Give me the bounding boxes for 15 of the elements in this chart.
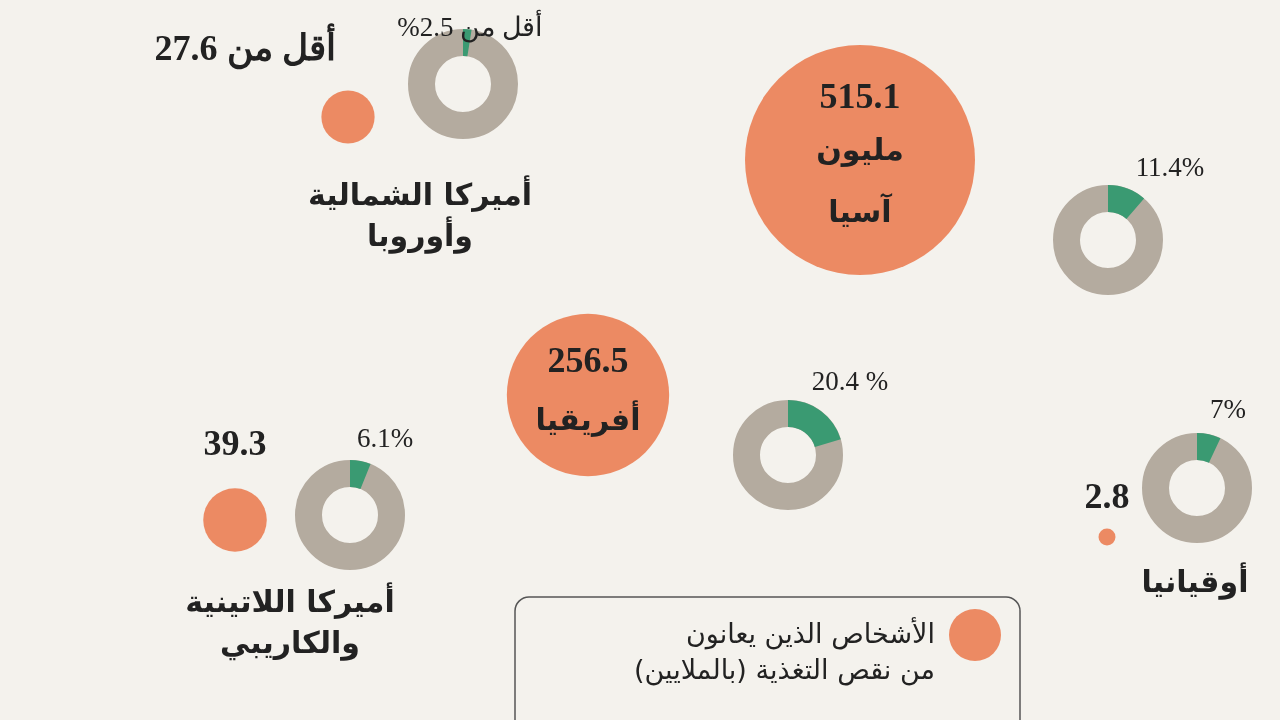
category-label: أميركا اللاتينية والكاريبي bbox=[185, 582, 395, 661]
data-label: أقل من 27.6 bbox=[154, 23, 336, 70]
data-label: 20.4 % bbox=[811, 366, 889, 396]
data-label: 7% bbox=[1210, 394, 1246, 424]
legend-label: الأشخاص الذين يعانون من نقص التغذية (بالملايين) bbox=[633, 616, 935, 687]
category-label: أميركا الشمالية وأوروبا bbox=[307, 175, 533, 254]
data-label: 11.4% bbox=[1135, 152, 1205, 182]
data-label: 39.3 bbox=[203, 423, 267, 463]
category-label: أوقيانيا bbox=[1141, 562, 1249, 600]
data-label: أقل من 2.5% bbox=[397, 9, 543, 43]
data-label: 2.8 bbox=[1084, 476, 1130, 516]
data-label: 256.5 bbox=[547, 340, 629, 380]
data-label: 6.1% bbox=[356, 423, 414, 453]
category-label: أفريقيا bbox=[535, 400, 641, 437]
category-label: آسيا bbox=[828, 193, 893, 229]
